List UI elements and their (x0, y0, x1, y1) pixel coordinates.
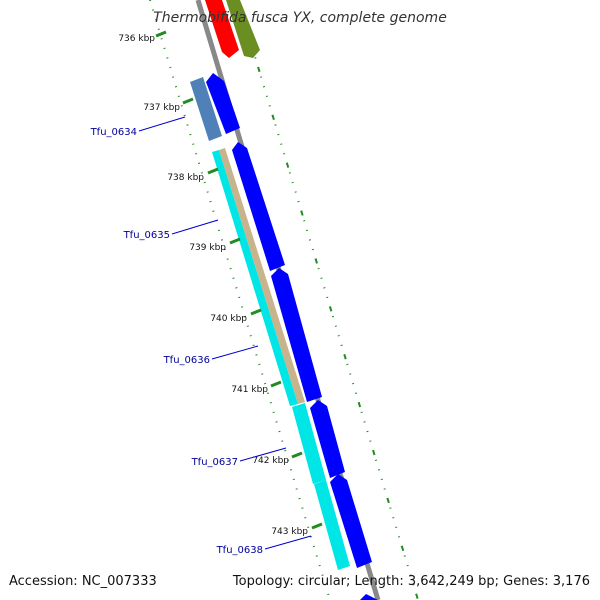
olive-feature[interactable] (226, 0, 260, 58)
scale-track-right-major (237, 0, 419, 600)
tick-mark (270, 380, 282, 388)
cds-outer-tfu-0635[interactable] (212, 150, 298, 406)
gene-track-tfu-0635[interactable] (219, 148, 305, 404)
tick-label: 737 kbp (143, 103, 180, 113)
gene-label-leader (264, 535, 312, 550)
gene-label-tfu-0635[interactable]: Tfu_0635 (123, 230, 170, 241)
gene-label-tfu-0637[interactable]: Tfu_0637 (191, 457, 238, 468)
tick-label: 739 kbp (189, 243, 226, 253)
accession-text: Accession: NC_007333 (9, 574, 157, 589)
cds-forward-2[interactable] (271, 268, 322, 402)
cds-forward-3[interactable] (310, 400, 345, 478)
tick-mark (311, 522, 323, 530)
tick-label: 738 kbp (167, 173, 204, 183)
genome-stats-text: Topology: circular; Length: 3,642,249 bp… (232, 574, 590, 589)
gene-label-leader (171, 219, 219, 235)
tick-mark (207, 167, 219, 175)
scale-ticks (155, 30, 323, 530)
red-feature[interactable] (205, 0, 239, 58)
tick-label: 740 kbp (210, 314, 247, 324)
tick-label: 742 kbp (252, 456, 289, 466)
tick-mark (250, 308, 262, 316)
cds-forward-1[interactable] (232, 142, 285, 271)
cds-tfu-0634[interactable] (206, 73, 240, 134)
steelblue-feature[interactable] (190, 77, 222, 141)
tick-mark (229, 237, 241, 245)
cds-outer-tfu-0637[interactable] (292, 403, 326, 484)
gene-label-leader (138, 116, 186, 132)
cds-forward-5[interactable] (360, 594, 378, 600)
tick-mark (155, 30, 167, 38)
cds-outer-tfu-0638[interactable] (314, 480, 350, 570)
gene-label-tfu-0634[interactable]: Tfu_0634 (90, 127, 137, 138)
tick-mark (182, 97, 194, 105)
gene-label-tfu-0638[interactable]: Tfu_0638 (216, 545, 263, 556)
tick-label: 743 kbp (271, 527, 308, 537)
tick-label: 736 kbp (118, 34, 155, 44)
gene-label-leader (239, 447, 287, 462)
tick-label: 741 kbp (231, 385, 268, 395)
tick-mark (291, 451, 303, 459)
gene-label-tfu-0636[interactable]: Tfu_0636 (163, 355, 210, 366)
map-title: Thermobifida fusca YX, complete genome (153, 10, 447, 26)
gene-label-leader (211, 345, 259, 360)
scale-track-left (149, 0, 331, 600)
cds-forward-4[interactable] (330, 474, 372, 568)
